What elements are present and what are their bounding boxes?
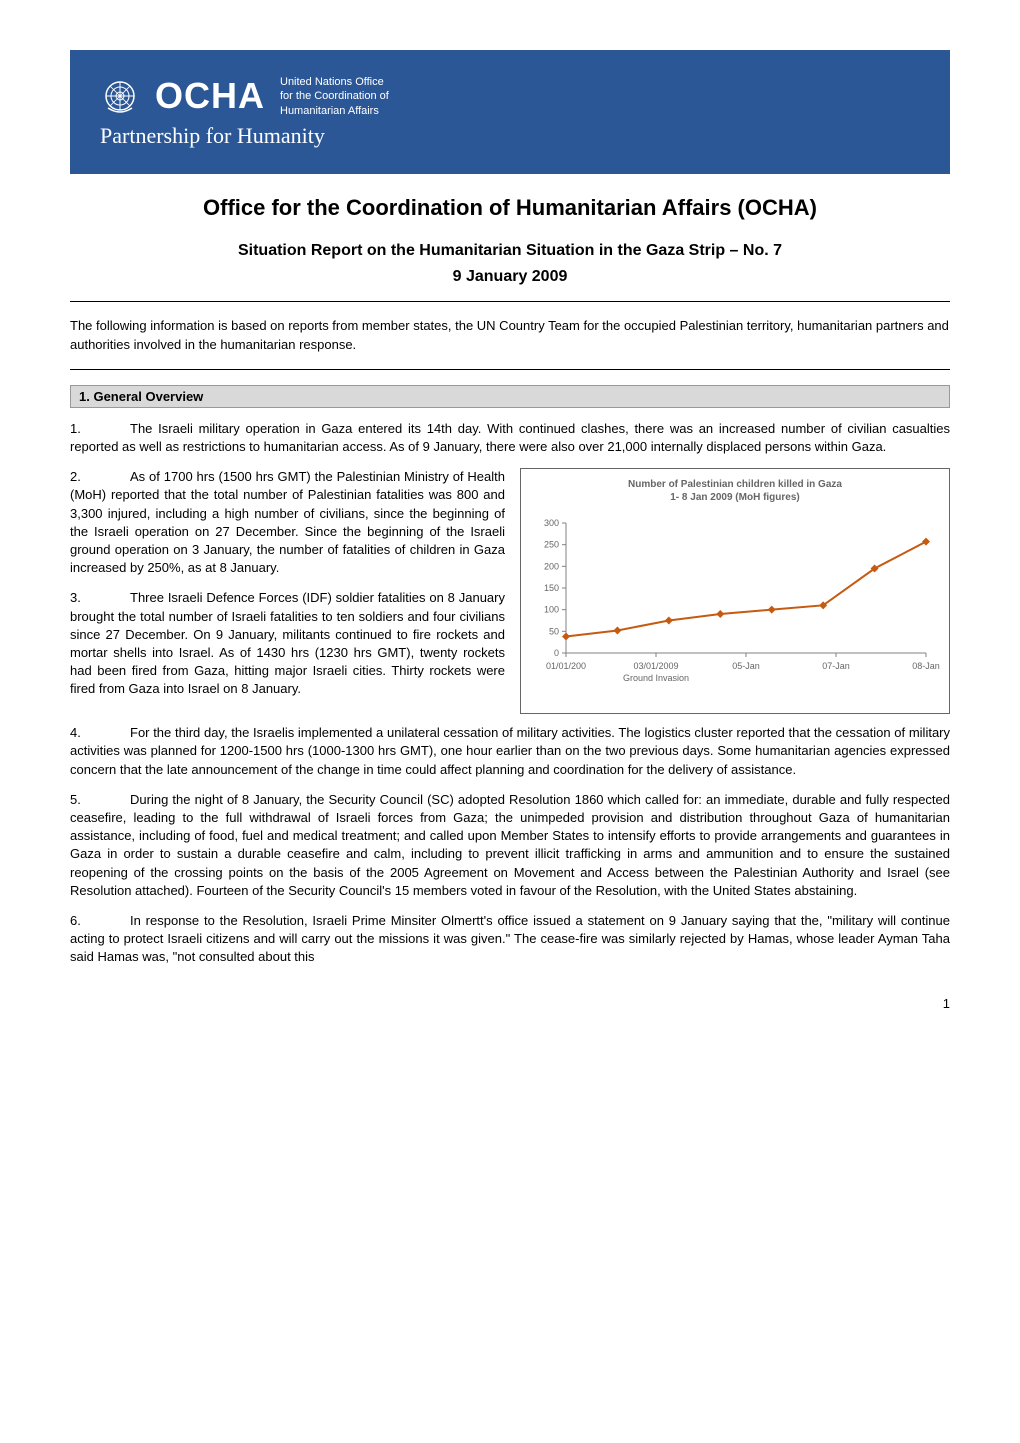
un-office-line2: for the Coordination of [280,89,389,103]
para-1-number: 1. [70,420,130,438]
para-6-text: In response to the Resolution, Israeli P… [70,913,950,964]
chart-wrapper: Number of Palestinian children killed in… [520,468,950,714]
svg-text:05-Jan: 05-Jan [732,661,760,671]
para-5-number: 5. [70,791,130,809]
para-1-text: The Israeli military operation in Gaza e… [70,421,950,454]
report-subtitle: Situation Report on the Humanitarian Sit… [70,242,950,260]
page-number: 1 [70,996,950,1011]
para-4-text: For the third day, the Israelis implemen… [70,725,950,776]
banner-logo-row: OCHA United Nations Office for the Coord… [100,75,920,118]
para-2-number: 2. [70,468,130,486]
paragraph-5: 5.During the night of 8 January, the Sec… [70,791,950,900]
chart-title: Number of Palestinian children killed in… [531,479,939,490]
svg-text:250: 250 [544,540,559,550]
partnership-text: Partnership for Humanity [100,123,920,149]
intro-text: The following information is based on re… [70,317,950,353]
svg-text:03/01/2009: 03/01/2009 [633,661,678,671]
svg-text:200: 200 [544,562,559,572]
un-office-text-block: United Nations Office for the Coordinati… [280,75,389,118]
para-6-number: 6. [70,912,130,930]
para-3-number: 3. [70,589,130,607]
un-emblem-icon [100,76,140,116]
paragraph-6: 6.In response to the Resolution, Israeli… [70,912,950,967]
un-office-line3: Humanitarian Affairs [280,104,389,118]
chart-container: Number of Palestinian children killed in… [520,468,950,714]
svg-text:300: 300 [544,518,559,528]
para-4-number: 4. [70,724,130,742]
svg-text:50: 50 [549,627,559,637]
paragraph-4: 4.For the third day, the Israelis implem… [70,724,950,779]
svg-text:08-Jan: 08-Jan [912,661,940,671]
svg-text:Ground Invasion: Ground Invasion [623,673,689,683]
report-date: 9 January 2009 [70,268,950,286]
main-title: Office for the Coordination of Humanitar… [70,194,950,223]
svg-text:150: 150 [544,583,559,593]
para-2-text: As of 1700 hrs (1500 hrs GMT) the Palest… [70,469,505,575]
para-5-text: During the night of 8 January, the Secur… [70,792,950,898]
ocha-logo-text: OCHA [155,75,265,117]
line-chart: 0 50 100 150 200 250 300 01/01/200 03/01/2009 Gro… [531,513,941,703]
header-banner: OCHA United Nations Office for the Coord… [70,50,950,174]
svg-text:07-Jan: 07-Jan [822,661,850,671]
divider-bottom [70,369,950,370]
svg-text:0: 0 [554,648,559,658]
para-3-text: Three Israeli Defence Forces (IDF) soldi… [70,590,505,696]
divider-top [70,301,950,302]
paragraph-1: 1.The Israeli military operation in Gaza… [70,420,950,456]
section-header: 1. General Overview [70,385,950,408]
un-office-line1: United Nations Office [280,75,389,89]
chart-subtitle: 1- 8 Jan 2009 (MoH figures) [531,492,939,503]
svg-text:100: 100 [544,605,559,615]
svg-text:01/01/200: 01/01/200 [546,661,586,671]
